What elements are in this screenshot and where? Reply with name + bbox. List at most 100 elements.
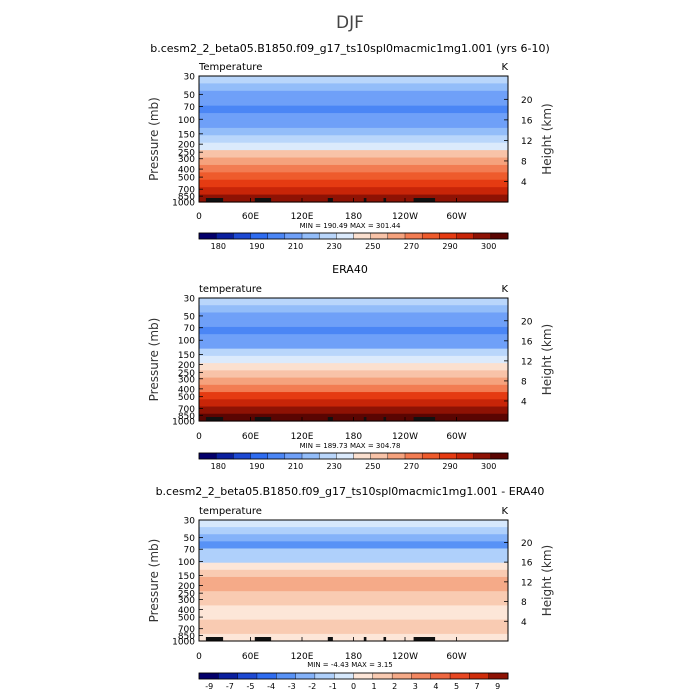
colorbar-swatch xyxy=(336,232,354,240)
pressure-tick-label: 1000 xyxy=(172,418,195,428)
colorbar-swatch xyxy=(430,672,451,680)
contour-band xyxy=(199,562,508,571)
colorbar-swatch xyxy=(301,232,320,240)
contour-band xyxy=(199,90,508,99)
land-mask xyxy=(383,637,387,641)
colorbar-swatch xyxy=(295,672,316,680)
pressure-tick-label: 400 xyxy=(178,385,195,395)
height-tick-label: 4 xyxy=(521,178,527,188)
colorbar-label: 290 xyxy=(442,462,457,471)
colorbar-swatch xyxy=(336,452,354,460)
pressure-tick-label: 50 xyxy=(184,312,196,322)
topography xyxy=(205,417,436,421)
colorbar: 180 190 210 230 250 270 290 300 xyxy=(198,232,509,251)
pressure-tick-label: 700 xyxy=(178,625,195,635)
pressure-tick-label: 70 xyxy=(184,324,196,334)
units-label: K xyxy=(501,506,508,517)
contour-band xyxy=(199,187,508,196)
colorbar-swatch xyxy=(233,452,252,460)
colorbar-label: 250 xyxy=(365,462,380,471)
colorbar-label: 300 xyxy=(481,242,496,251)
land-mask xyxy=(383,417,387,421)
contour-band xyxy=(199,120,508,129)
contour-band xyxy=(199,179,508,188)
colorbar-label: -2 xyxy=(308,682,316,691)
contour-band xyxy=(199,135,508,144)
land-mask xyxy=(383,198,387,202)
contour-band xyxy=(199,370,508,379)
contour-band xyxy=(199,377,508,386)
contour-band xyxy=(199,555,508,564)
height-tick-label: 12 xyxy=(521,357,532,367)
pressure-tick-label: 700 xyxy=(178,405,195,415)
y-axis-label: Pressure (mb) xyxy=(147,97,161,181)
lon-tick-label: 120W xyxy=(392,432,418,442)
lon-tick-label: 0 xyxy=(196,432,202,442)
land-mask xyxy=(254,198,272,202)
contour-band xyxy=(199,612,508,621)
pressure-tick-label: 250 xyxy=(178,590,195,600)
lon-tick-label: 60E xyxy=(242,432,259,442)
colorbar-swatch xyxy=(215,232,234,240)
pressure-tick-label: 70 xyxy=(184,546,196,556)
lon-tick-label: 120E xyxy=(291,212,314,222)
panels: b.cesm2_2_beta05.B1850.f09_g17_ts10spl0m… xyxy=(147,42,554,691)
contour-band xyxy=(199,534,508,542)
pressure-tick-label: 100 xyxy=(178,337,195,347)
height-tick-label: 4 xyxy=(521,618,527,628)
colorbar-frame xyxy=(198,452,509,460)
contour-band xyxy=(199,392,508,400)
lon-tick-label: 120W xyxy=(392,652,418,662)
pressure-tick-label: 700 xyxy=(178,186,195,196)
colorbar-swatch xyxy=(391,672,412,680)
pressure-tick-label: 200 xyxy=(178,141,195,151)
pressure-tick-label: 200 xyxy=(178,582,195,592)
contour-band xyxy=(199,363,508,371)
min-max-stats: MIN = -4.43 MAX = 3.15 xyxy=(307,661,393,669)
pressure-tick-label: 200 xyxy=(178,361,195,371)
pressure-tick-label: 500 xyxy=(178,614,195,624)
land-mask xyxy=(205,637,224,641)
colorbar-label: -3 xyxy=(288,682,296,691)
pressure-tick-label: 850 xyxy=(178,632,195,642)
pressure-tick-label: 150 xyxy=(178,572,195,582)
pressure-tick-label: 400 xyxy=(178,606,195,616)
land-mask xyxy=(363,198,367,202)
y-axis-label: Pressure (mb) xyxy=(147,539,161,623)
field-label: temperature xyxy=(199,506,262,517)
contour-band xyxy=(199,355,508,364)
min-max-stats: MIN = 189.73 MAX = 304.78 xyxy=(300,442,401,450)
colorbar-swatch xyxy=(370,452,389,460)
pressure-tick-label: 100 xyxy=(178,116,195,126)
colorbar-label: 0 xyxy=(351,682,356,691)
pressure-tick-label: 250 xyxy=(178,149,195,159)
colorbar-swatch xyxy=(250,452,269,460)
land-mask xyxy=(327,417,333,421)
contour-band xyxy=(199,527,508,535)
colorbar-frame xyxy=(198,672,509,680)
panel-3: b.cesm2_2_beta05.B1850.f09_g17_ts10spl0m… xyxy=(147,485,554,691)
contour-band xyxy=(199,298,508,306)
lon-tick-label: 60E xyxy=(242,652,259,662)
field-label: temperature xyxy=(199,284,262,295)
lon-tick-label: 180 xyxy=(345,652,362,662)
colorbar-swatch xyxy=(473,232,492,240)
field-label: Temperature xyxy=(198,62,262,73)
contour-band xyxy=(199,142,508,151)
colorbar-swatch xyxy=(353,232,372,240)
contour-band xyxy=(199,399,508,408)
lon-tick-label: 60W xyxy=(446,432,466,442)
lon-tick-label: 180 xyxy=(345,432,362,442)
pressure-tick-label: 150 xyxy=(178,351,195,361)
lon-tick-label: 60W xyxy=(446,212,466,222)
colorbar-swatch xyxy=(237,672,258,680)
colorbar-swatch xyxy=(353,452,372,460)
colorbar-swatch xyxy=(198,232,217,240)
lon-tick-label: 60W xyxy=(446,652,466,662)
units-label: K xyxy=(501,284,508,295)
colorbar-swatch xyxy=(421,452,440,460)
contour-band xyxy=(199,83,508,92)
contour-band xyxy=(199,341,508,350)
pressure-tick-label: 1000 xyxy=(172,199,195,209)
